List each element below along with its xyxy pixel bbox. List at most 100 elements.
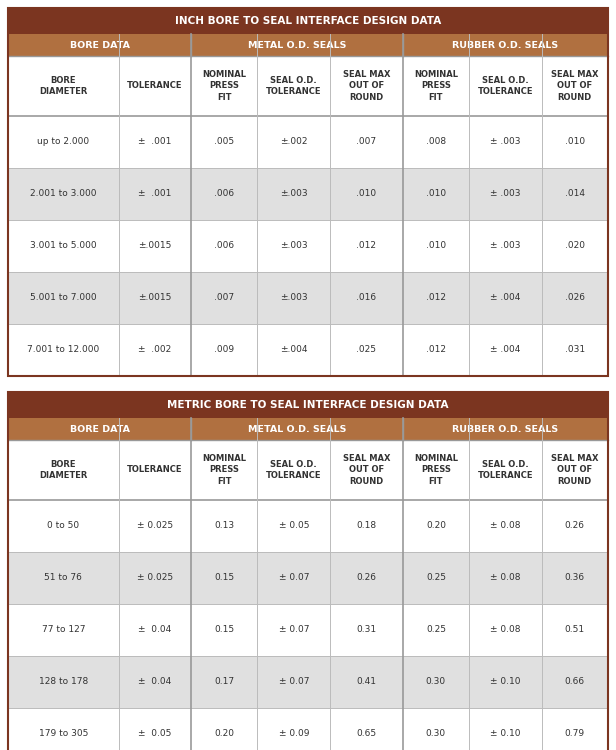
Text: SEAL MAX
OUT OF
ROUND: SEAL MAX OUT OF ROUND bbox=[342, 70, 390, 102]
Bar bbox=[8, 34, 608, 56]
Text: RUBBER O.D. SEALS: RUBBER O.D. SEALS bbox=[452, 424, 559, 433]
Text: .012: .012 bbox=[426, 293, 446, 302]
Text: ±.004: ±.004 bbox=[280, 346, 307, 355]
Bar bbox=[8, 418, 608, 440]
Bar bbox=[8, 500, 608, 552]
Text: ± 0.07: ± 0.07 bbox=[278, 626, 309, 634]
Text: 77 to 127: 77 to 127 bbox=[41, 626, 85, 634]
Text: 0.41: 0.41 bbox=[357, 677, 376, 686]
Text: INCH BORE TO SEAL INTERFACE DESIGN DATA: INCH BORE TO SEAL INTERFACE DESIGN DATA bbox=[175, 16, 441, 26]
Text: ±.003: ±.003 bbox=[280, 293, 307, 302]
Text: 0.26: 0.26 bbox=[357, 574, 376, 583]
Text: ±  0.04: ± 0.04 bbox=[138, 677, 171, 686]
Text: ± .003: ± .003 bbox=[490, 137, 521, 146]
Text: NOMINAL
PRESS
FIT: NOMINAL PRESS FIT bbox=[202, 454, 246, 486]
Text: 2.001 to 3.000: 2.001 to 3.000 bbox=[30, 190, 97, 199]
Text: ±.0015: ±.0015 bbox=[138, 242, 171, 250]
Text: 0.13: 0.13 bbox=[214, 521, 234, 530]
Text: 7.001 to 12.000: 7.001 to 12.000 bbox=[27, 346, 99, 355]
Text: ± .003: ± .003 bbox=[490, 190, 521, 199]
Text: .012: .012 bbox=[426, 346, 446, 355]
Text: 0.15: 0.15 bbox=[214, 574, 234, 583]
Text: SEAL O.D.
TOLERANCE: SEAL O.D. TOLERANCE bbox=[477, 460, 533, 480]
Text: ± .003: ± .003 bbox=[490, 242, 521, 250]
Text: 0.30: 0.30 bbox=[426, 677, 446, 686]
Text: ± 0.07: ± 0.07 bbox=[278, 574, 309, 583]
Text: .005: .005 bbox=[214, 137, 234, 146]
Text: .009: .009 bbox=[214, 346, 234, 355]
Text: BORE DATA: BORE DATA bbox=[70, 424, 129, 433]
Text: .016: .016 bbox=[357, 293, 376, 302]
Text: NOMINAL
PRESS
FIT: NOMINAL PRESS FIT bbox=[202, 70, 246, 102]
Text: ±.0015: ±.0015 bbox=[138, 293, 171, 302]
Text: SEAL MAX
OUT OF
ROUND: SEAL MAX OUT OF ROUND bbox=[551, 70, 599, 102]
Bar bbox=[8, 708, 608, 750]
Text: .031: .031 bbox=[565, 346, 585, 355]
Bar bbox=[8, 8, 608, 376]
Text: .008: .008 bbox=[426, 137, 446, 146]
Text: .010: .010 bbox=[426, 242, 446, 250]
Bar bbox=[8, 392, 608, 418]
Text: SEAL O.D.
TOLERANCE: SEAL O.D. TOLERANCE bbox=[477, 76, 533, 96]
Text: ± .004: ± .004 bbox=[490, 346, 521, 355]
Text: .006: .006 bbox=[214, 190, 234, 199]
Text: ±.003: ±.003 bbox=[280, 190, 307, 199]
Text: 0 to 50: 0 to 50 bbox=[47, 521, 79, 530]
Text: ± 0.025: ± 0.025 bbox=[137, 521, 173, 530]
Bar bbox=[8, 440, 608, 500]
Bar bbox=[8, 604, 608, 656]
Text: 179 to 305: 179 to 305 bbox=[39, 730, 88, 739]
Text: ± 0.08: ± 0.08 bbox=[490, 521, 521, 530]
Text: BORE DATA: BORE DATA bbox=[70, 40, 129, 50]
Text: 0.25: 0.25 bbox=[426, 574, 446, 583]
Text: .012: .012 bbox=[357, 242, 376, 250]
Text: ± 0.09: ± 0.09 bbox=[278, 730, 309, 739]
Text: .010: .010 bbox=[357, 190, 376, 199]
Text: METAL O.D. SEALS: METAL O.D. SEALS bbox=[248, 40, 346, 50]
Text: .020: .020 bbox=[565, 242, 585, 250]
Text: 5.001 to 7.000: 5.001 to 7.000 bbox=[30, 293, 97, 302]
Bar bbox=[8, 8, 608, 34]
Text: BORE
DIAMETER: BORE DIAMETER bbox=[39, 460, 87, 480]
Text: ± 0.10: ± 0.10 bbox=[490, 730, 521, 739]
Text: SEAL MAX
OUT OF
ROUND: SEAL MAX OUT OF ROUND bbox=[551, 454, 599, 486]
Text: .007: .007 bbox=[357, 137, 376, 146]
Text: ± 0.025: ± 0.025 bbox=[137, 574, 173, 583]
Text: .025: .025 bbox=[357, 346, 376, 355]
Text: RUBBER O.D. SEALS: RUBBER O.D. SEALS bbox=[452, 40, 559, 50]
Text: 0.51: 0.51 bbox=[565, 626, 585, 634]
Text: .014: .014 bbox=[565, 190, 585, 199]
Text: ± 0.07: ± 0.07 bbox=[278, 677, 309, 686]
Text: 0.79: 0.79 bbox=[565, 730, 585, 739]
Text: ±  .001: ± .001 bbox=[138, 190, 171, 199]
Text: TOLERANCE: TOLERANCE bbox=[127, 82, 182, 91]
Text: 0.20: 0.20 bbox=[214, 730, 234, 739]
Bar bbox=[8, 56, 608, 116]
Bar bbox=[8, 220, 608, 272]
Text: NOMINAL
PRESS
FIT: NOMINAL PRESS FIT bbox=[414, 454, 458, 486]
Text: 0.36: 0.36 bbox=[565, 574, 585, 583]
Text: 0.17: 0.17 bbox=[214, 677, 234, 686]
Text: ± 0.05: ± 0.05 bbox=[278, 521, 309, 530]
Text: SEAL O.D.
TOLERANCE: SEAL O.D. TOLERANCE bbox=[266, 76, 322, 96]
Text: ±  .001: ± .001 bbox=[138, 137, 171, 146]
Text: ±.002: ±.002 bbox=[280, 137, 307, 146]
Text: 0.65: 0.65 bbox=[357, 730, 376, 739]
Text: NOMINAL
PRESS
FIT: NOMINAL PRESS FIT bbox=[414, 70, 458, 102]
Text: .006: .006 bbox=[214, 242, 234, 250]
Text: .010: .010 bbox=[565, 137, 585, 146]
Text: ±  .002: ± .002 bbox=[138, 346, 171, 355]
Text: TOLERANCE: TOLERANCE bbox=[127, 466, 182, 475]
Text: METRIC BORE TO SEAL INTERFACE DESIGN DATA: METRIC BORE TO SEAL INTERFACE DESIGN DAT… bbox=[168, 400, 448, 410]
Text: ±.003: ±.003 bbox=[280, 242, 307, 250]
Bar bbox=[8, 324, 608, 376]
Text: .026: .026 bbox=[565, 293, 585, 302]
Text: 3.001 to 5.000: 3.001 to 5.000 bbox=[30, 242, 97, 250]
Text: 0.20: 0.20 bbox=[426, 521, 446, 530]
Text: BORE
DIAMETER: BORE DIAMETER bbox=[39, 76, 87, 96]
Text: ± 0.08: ± 0.08 bbox=[490, 626, 521, 634]
Text: 0.18: 0.18 bbox=[357, 521, 376, 530]
Text: up to 2.000: up to 2.000 bbox=[37, 137, 89, 146]
Text: 0.26: 0.26 bbox=[565, 521, 585, 530]
Text: .007: .007 bbox=[214, 293, 234, 302]
